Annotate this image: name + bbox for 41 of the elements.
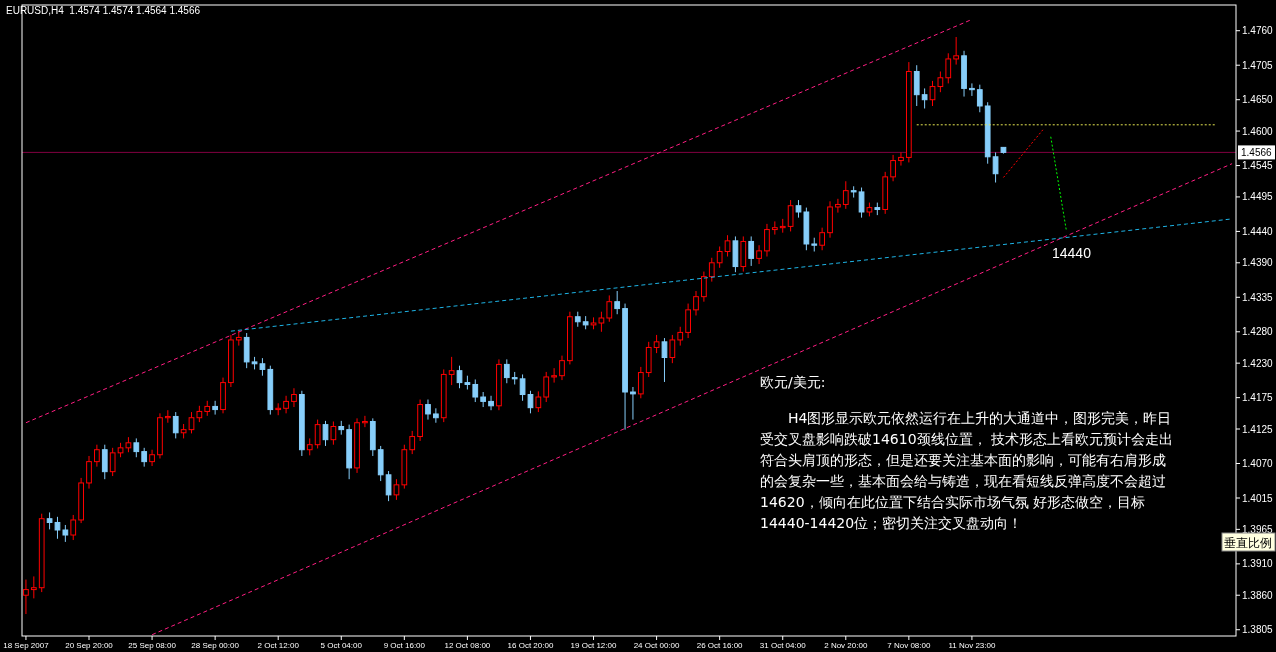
x-tick-label: 5 Oct 04:00 — [320, 641, 363, 650]
y-tick-label: 1.3805 — [1242, 624, 1274, 636]
x-tick-label: 20 Sep 20:00 — [65, 641, 114, 650]
x-tick-label: 12 Oct 08:00 — [444, 641, 491, 650]
y-tick-label: 1.4070 — [1242, 458, 1274, 470]
x-tick-label: 28 Sep 00:00 — [191, 641, 240, 650]
y-tick-label: 1.4015 — [1242, 492, 1274, 504]
x-tick-label: 25 Sep 08:00 — [128, 641, 177, 650]
y-tick-label: 1.4230 — [1242, 357, 1274, 369]
annotation: 欧元/美元: — [760, 373, 826, 392]
x-tick-label: 24 Oct 00:00 — [633, 641, 681, 650]
annotation: 14440 — [1052, 245, 1092, 261]
y-tick-label: 1.4335 — [1242, 291, 1274, 303]
y-tick-label: 1.4650 — [1242, 94, 1274, 106]
annotation: H4图形显示欧元依然运行在上升的大通道中，图形完美，昨日受交叉盘影响跌破14610颈线位置， 技术形态上看欧元预计会走出符合头肩顶的形态，但是还要关注基本面的影响，可能有右肩形成的会复杂一些，基本面会给与铸造，现在看短线反弹高度不会超过14620，倾向在此位置下结合实际市场气氛 好形态做空，目标14440-14420位；密切关注交叉盘动向！ — [760, 409, 1174, 533]
y-tick-label: 1.4440 — [1242, 225, 1274, 237]
x-tick-label: 2 Oct 12:00 — [257, 641, 300, 650]
x-tick-label: 16 Oct 20:00 — [507, 641, 554, 650]
x-tick-label: 31 Oct 04:00 — [759, 641, 807, 650]
y-tick-label: 1.4125 — [1242, 423, 1274, 435]
y-tick-label: 1.4390 — [1242, 257, 1274, 269]
y-tick-label: 1.4495 — [1242, 191, 1274, 203]
x-tick-label: 7 Nov 08:00 — [887, 641, 931, 650]
y-tick-label: 1.4280 — [1242, 326, 1274, 338]
y-tick-label: 1.3860 — [1242, 589, 1274, 601]
annotation: 垂直比例 — [1224, 536, 1272, 550]
x-tick-label: 2 Nov 20:00 — [824, 641, 868, 650]
y-tick-label: 1.4600 — [1242, 125, 1274, 137]
x-tick-label: 19 Oct 12:00 — [570, 641, 617, 650]
x-tick-label: 18 Sep 2007 — [3, 641, 50, 650]
x-tick-label: 11 Nov 23:00 — [948, 641, 996, 650]
y-tick-label: 1.4760 — [1242, 25, 1274, 37]
x-tick-label: 26 Oct 16:00 — [696, 641, 744, 650]
y-tick-label: 1.4175 — [1242, 392, 1274, 404]
chart-title: EURUSD,H4 1.4574 1.4574 1.4564 1.4566 — [6, 5, 201, 16]
y-tick-label: 1.4545 — [1242, 160, 1274, 172]
x-tick-label: 9 Oct 16:00 — [383, 641, 426, 650]
y-tick-label: 1.3910 — [1242, 558, 1274, 570]
y-tick-label: 1.4705 — [1242, 59, 1274, 71]
y-tick-label: 1.3965 — [1242, 523, 1274, 535]
ref-line-label: 1.4566 — [1241, 147, 1273, 159]
